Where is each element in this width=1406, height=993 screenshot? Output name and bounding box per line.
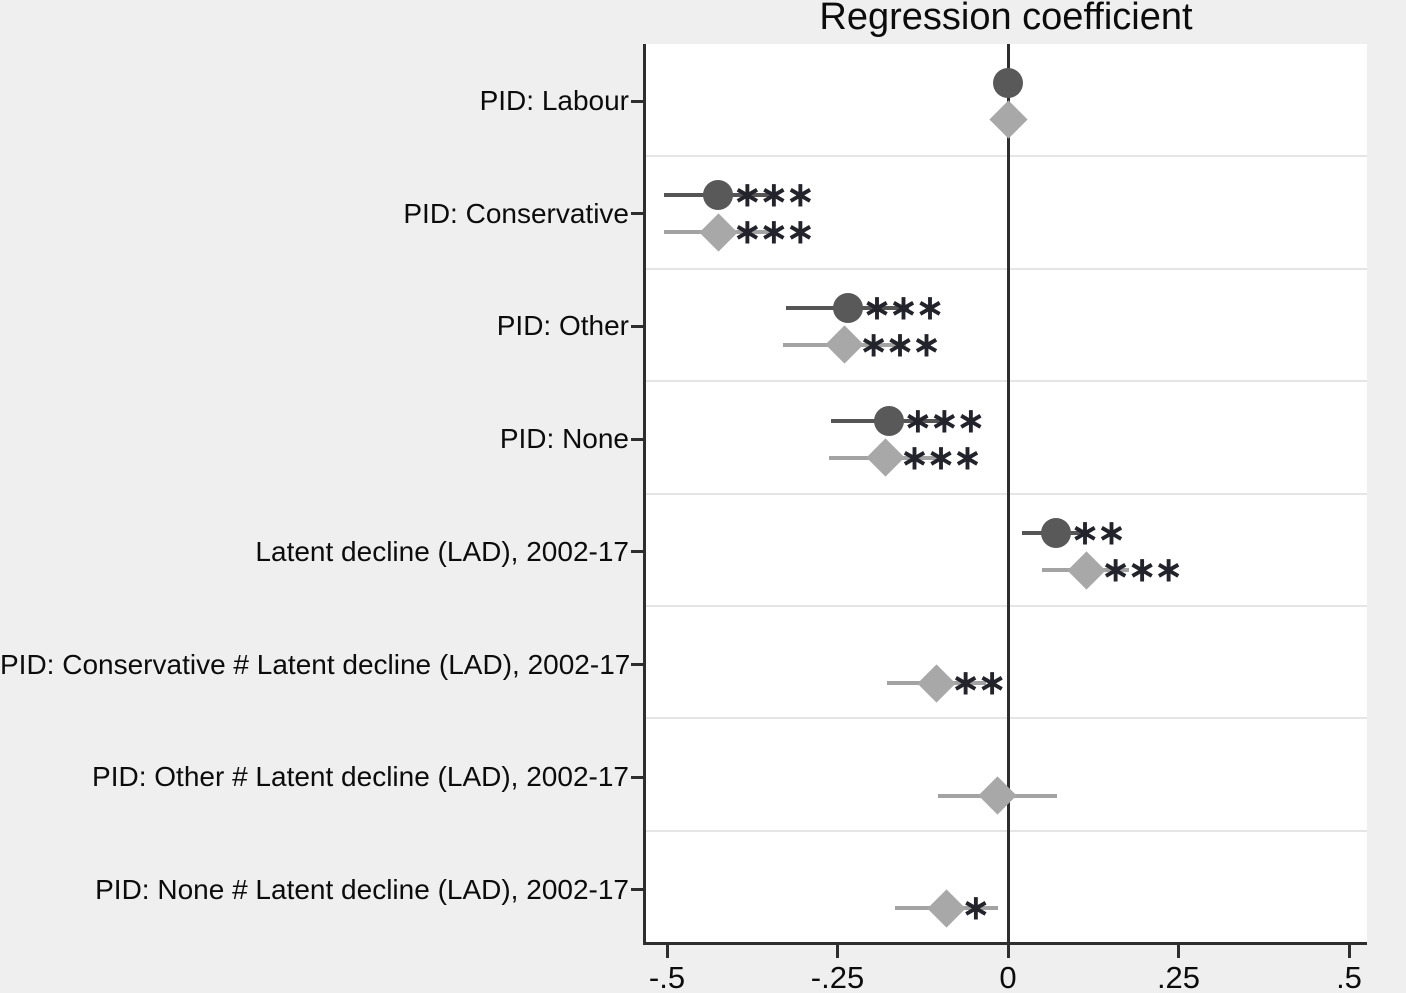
y-axis-tick xyxy=(631,663,643,667)
significance-stars: ∗∗∗ xyxy=(733,176,814,215)
x-axis-tick xyxy=(1006,945,1010,958)
y-axis-tick xyxy=(631,888,643,892)
y-category-label: PID: Labour xyxy=(479,85,629,116)
x-axis-tick xyxy=(836,945,839,958)
gridline xyxy=(645,829,1367,832)
y-axis-tick xyxy=(631,437,643,441)
marker-circle xyxy=(1040,518,1071,549)
significance-stars: ∗∗ xyxy=(951,664,1006,703)
chart-title: Regression coefficient xyxy=(819,0,1193,38)
significance-stars: ∗∗∗ xyxy=(903,401,985,440)
gridline xyxy=(645,492,1367,495)
x-axis-tick xyxy=(1347,945,1351,958)
y-axis-tick xyxy=(631,550,643,554)
x-tick-label: .25 xyxy=(1156,960,1201,993)
y-axis-line xyxy=(643,44,646,945)
gridline xyxy=(645,155,1367,158)
y-axis-tick xyxy=(631,99,643,103)
significance-stars: ∗∗∗ xyxy=(900,438,981,477)
marker-circle xyxy=(703,180,734,211)
y-category-label: Latent decline (LAD), 2002-17 xyxy=(255,535,629,567)
x-tick-label: 0 xyxy=(999,960,1017,993)
significance-stars: ∗∗∗ xyxy=(733,213,814,252)
y-category-label: PID: Conservative # Latent decline (LAD)… xyxy=(0,648,631,680)
significance-stars: ∗ xyxy=(961,889,990,928)
gridline xyxy=(645,717,1367,720)
marker-circle xyxy=(832,292,863,323)
x-tick-label: -.5 xyxy=(648,960,686,993)
y-category-label: PID: Other xyxy=(496,310,629,342)
x-tick-label: .5 xyxy=(1336,960,1362,993)
y-axis-tick xyxy=(631,324,643,328)
marker-circle xyxy=(873,405,904,436)
x-axis-tick xyxy=(1177,945,1180,958)
significance-stars: ∗∗∗ xyxy=(1101,551,1182,590)
x-tick-label: -.25 xyxy=(810,960,865,993)
y-category-label: PID: None # Latent decline (LAD), 2002-1… xyxy=(95,873,629,905)
gridline xyxy=(645,604,1367,607)
gridline xyxy=(645,267,1367,270)
y-category-label: PID: Conservative xyxy=(403,197,629,229)
significance-stars: ∗∗∗ xyxy=(859,325,940,364)
significance-stars: ∗∗ xyxy=(1070,514,1126,553)
y-category-label: PID: None xyxy=(499,423,629,455)
y-axis-tick xyxy=(631,212,643,216)
y-axis-tick xyxy=(631,775,643,779)
marker-circle xyxy=(993,67,1023,98)
significance-stars: ∗∗∗ xyxy=(862,288,944,327)
gridline xyxy=(645,380,1367,383)
zero-reference-line xyxy=(1006,44,1010,943)
x-axis-line xyxy=(643,942,1367,945)
x-axis-tick xyxy=(665,945,669,958)
y-category-label: PID: Other # Latent decline (LAD), 2002-… xyxy=(92,761,629,793)
